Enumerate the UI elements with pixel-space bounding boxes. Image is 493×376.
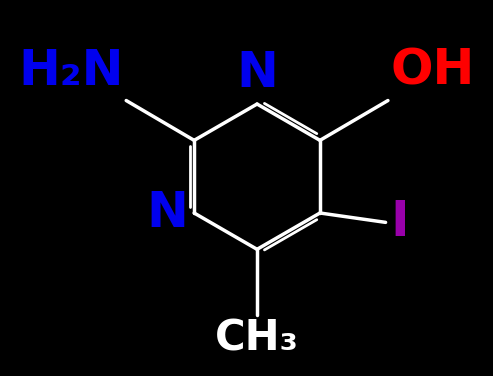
Text: OH: OH [390, 47, 475, 95]
Text: N: N [236, 49, 278, 97]
Text: N: N [146, 189, 188, 237]
Text: H₂N: H₂N [18, 47, 124, 95]
Text: CH₃: CH₃ [215, 317, 299, 359]
Text: I: I [390, 199, 409, 246]
